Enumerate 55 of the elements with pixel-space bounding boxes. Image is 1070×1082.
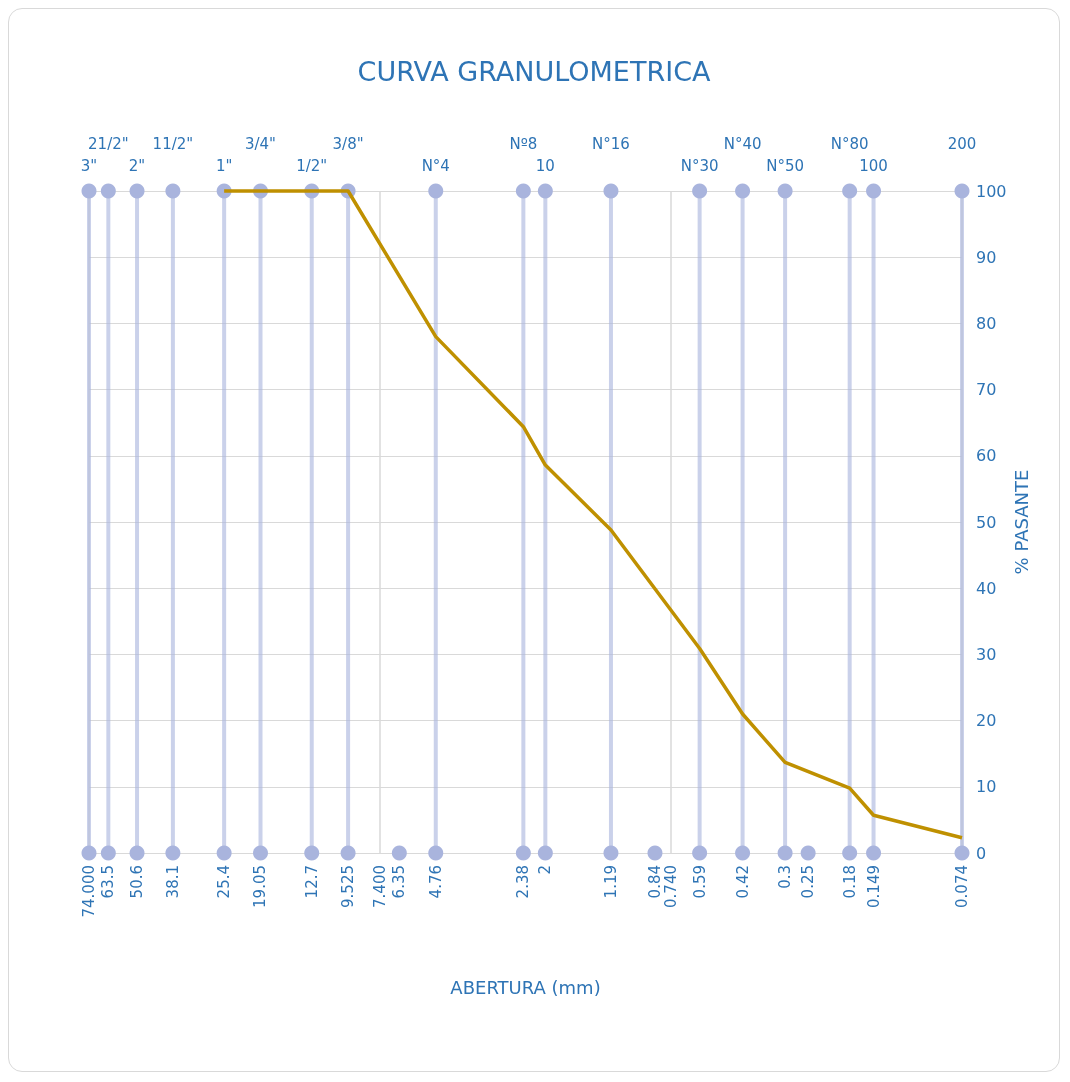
annotation: 3/4" (244, 134, 277, 153)
annotation: 3/8" (332, 134, 364, 153)
annotation: 1" (215, 156, 233, 175)
x-tick-label: 0.42 (733, 865, 752, 899)
x-tick-label: 6.35 (390, 865, 409, 899)
x-tick-label: 2.38 (514, 865, 533, 899)
x-tick-label: 0.074 (953, 865, 971, 908)
x-tick-label: 50.6 (128, 865, 147, 899)
x-tick-label: 0.3 (776, 865, 795, 889)
x-tick-label: 19.05 (251, 865, 270, 908)
annotation: N°30 (680, 156, 719, 175)
x-tick-label: 2 (536, 865, 555, 875)
annotation: 200 (947, 134, 977, 153)
x-tick-label: 4.76 (426, 865, 445, 899)
annotation: 1/2" (296, 156, 328, 175)
x-tick-label: 0.84 (645, 865, 664, 899)
x-tick-label: 0.149 (864, 865, 883, 908)
annotation: N°16 (592, 134, 630, 153)
y-tick-label: 60 (976, 446, 997, 466)
x-tick-label: 12.7 (302, 865, 321, 899)
annotation: 2" (128, 156, 146, 175)
x-axis-title: ABERTURA (mm) (450, 976, 601, 998)
annotation: 100 (859, 156, 888, 175)
y-tick-label: 30 (976, 644, 997, 664)
x-tick-label: 74.000 (80, 865, 98, 918)
x-tick-label: 38.1 (163, 865, 182, 899)
y-tick-label: 10 (976, 777, 997, 797)
annotation: 3" (80, 156, 98, 175)
x-tick-label: 0.59 (690, 865, 709, 899)
annotation: N°40 (723, 134, 762, 153)
x-tick-label: 0.740 (662, 865, 680, 908)
x-tick-label: 7.400 (371, 865, 389, 908)
annotation: N°80 (830, 134, 869, 153)
y-tick-label: 0 (976, 843, 987, 863)
annotation: 10 (535, 156, 555, 175)
y-tick-label: 100 (976, 181, 1007, 201)
y-axis-title: % PASANTE (1010, 469, 1032, 575)
y-tick-label: 90 (976, 247, 997, 267)
x-tick-label: 9.525 (339, 865, 358, 908)
annotation: Nº8 (509, 134, 538, 153)
x-tick-label: 0.18 (840, 865, 859, 899)
annotation: 11/2" (152, 134, 194, 153)
x-tick-label: 1.19 (601, 865, 620, 899)
annotation: 21/2" (88, 134, 129, 153)
x-tick-label: 25.4 (215, 865, 234, 899)
x-tick-label: 63.5 (99, 865, 118, 899)
annotation: N°50 (766, 156, 805, 175)
y-tick-label: 80 (976, 313, 997, 333)
x-tick-label: 0.25 (799, 865, 818, 899)
annotation: N°4 (421, 156, 450, 175)
y-tick-label: 40 (976, 578, 997, 598)
y-tick-label: 70 (976, 380, 997, 400)
y-tick-label: 50 (976, 512, 997, 532)
chart-title: CURVA GRANULOMETRICA (357, 56, 711, 87)
y-tick-label: 20 (976, 711, 997, 731)
